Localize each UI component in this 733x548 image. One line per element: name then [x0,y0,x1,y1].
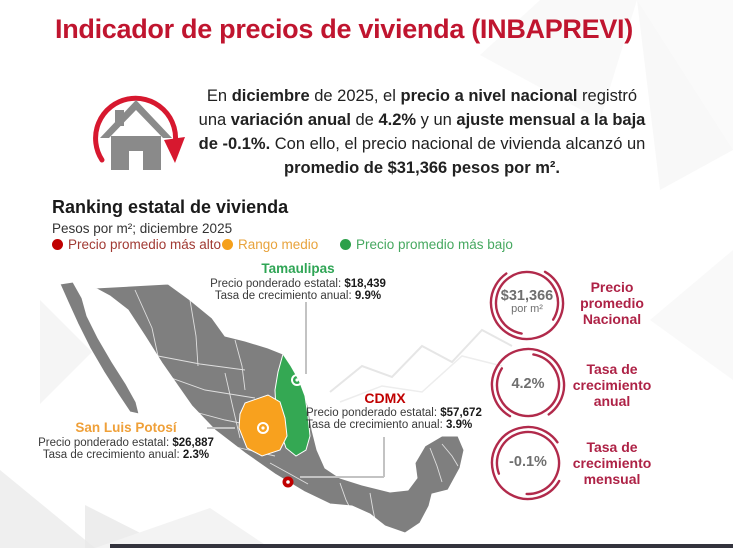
growth-label: Tasa de crecimiento anual: [306,419,443,431]
intro-segment: y un [416,111,457,129]
kpi-label-monthly-growth: Tasa de crecimiento mensual [572,439,652,487]
house-price-cycle-icon [93,95,185,170]
legend-label: Precio promedio más bajo [356,237,513,252]
intro-segment: de [350,111,379,129]
kpi-value-annual-growth: 4.2% [490,376,566,392]
callout-state-name: San Luis Potosí [75,420,177,435]
intro-segment: registró una [198,87,638,129]
kpi-label-annual-growth: Tasa de crecimiento anual [572,361,652,409]
kpi-value: $31,366 [500,288,554,304]
tamaulipas-leader-line [305,302,307,374]
growth-value: 3.9% [446,419,473,431]
bottom-accent-bar [110,544,733,548]
red-arrow-head [164,137,185,163]
price-label: Precio ponderado estatal: [210,278,342,290]
legend-item-middle: Rango medio [222,237,318,252]
ranking-title: Ranking estatal de vivienda [52,197,289,217]
state-borders [134,289,459,525]
callout-growth-line: Tasa de crecimiento anual: 9.9% [203,290,393,302]
legend-label: Precio promedio más alto [68,237,222,252]
intro-segment: de 2025, el [309,87,401,105]
intro-segment: En [206,87,232,105]
price-label: Precio ponderado estatal: [306,407,438,419]
slp-leader-line [207,427,235,429]
cdmx-leader-line-horizontal [300,476,384,478]
kpi-ring-annual-growth [490,347,566,423]
callout-state-name: Tamaulipas [261,261,335,276]
callout-growth-line: Tasa de crecimiento anual: 2.3% [33,449,219,461]
tamaulipas-marker [291,374,303,386]
kpi-value-national-price: $31,366 por m² [489,288,565,315]
callout-tamaulipas: Tamaulipas Precio ponderado estatal: $18… [203,261,393,302]
house-roof [100,100,172,138]
slp-marker [257,422,269,434]
intro-paragraph: En diciembre de 2025, el precio a nivel … [198,84,646,180]
intro-segment: promedio de $31,366 pesos por m². [283,159,560,177]
callout-growth-line: Tasa de crecimiento anual: 3.9% [306,419,472,431]
house-door [129,151,143,170]
intro-segment: diciembre [231,87,310,105]
price-value: $18,439 [344,278,386,290]
callout-price-line: Precio ponderado estatal: $26,887 [33,437,219,449]
kpi-ring-monthly-growth [490,425,566,501]
red-arrow-arc [93,95,179,163]
red-dot-icon [52,239,63,250]
kpi-value-monthly-growth: -0.1% [490,454,566,470]
legend-item-lowest: Precio promedio más bajo [340,237,513,252]
growth-value: 9.9% [354,290,382,302]
callout-price-line: Precio ponderado estatal: $18,439 [203,278,393,290]
kpi-unit: por m² [511,303,543,315]
cdmx-leader-line-vertical [383,437,385,477]
map-legend: Precio promedio más alto Rango medio Pre… [52,237,522,255]
callout-san-luis-potosi: San Luis Potosí Precio ponderado estatal… [33,420,219,461]
growth-value: 2.3% [182,449,210,461]
kpi-value: 4.2% [511,376,545,392]
growth-label: Tasa de crecimiento anual: [214,290,352,302]
legend-label: Rango medio [238,237,319,252]
price-value: $26,887 [172,437,214,449]
orange-dot-icon [222,239,233,250]
state-san-luis-potosi [238,394,288,457]
intro-segment: variación anual [230,111,351,129]
price-label: Precio ponderado estatal: [38,437,170,449]
kpi-ring-national-price [489,265,565,341]
legend-item-highest: Precio promedio más alto [52,237,221,252]
page-title: Indicador de precios de vivienda (INBAPR… [55,14,633,44]
mexico-map [59,281,465,534]
intro-segment: 4.2% [378,111,417,129]
ranking-subtitle: Pesos por m²; diciembre 2025 [52,221,233,236]
kpi-value: -0.1% [509,454,547,470]
callout-price-line: Precio ponderado estatal: $57,672 [306,407,482,419]
growth-label: Tasa de crecimiento anual: [42,449,180,461]
cdmx-marker [282,476,294,488]
callout-state-name: CDMX [364,390,406,406]
kpi-label-national-price: Precio promedio Nacional [580,279,644,327]
intro-segment: precio a nivel nacional [400,87,578,105]
price-value: $57,672 [440,407,482,419]
intro-segment: Con ello, el precio nacional de vivienda… [270,135,646,153]
baja-california-peninsula [59,281,140,415]
green-dot-icon [340,239,351,250]
intro-segment: ajuste mensual a la baja de -0.1%. [198,111,646,153]
callout-cdmx: CDMX Precio ponderado estatal: $57,672 T… [306,390,482,431]
